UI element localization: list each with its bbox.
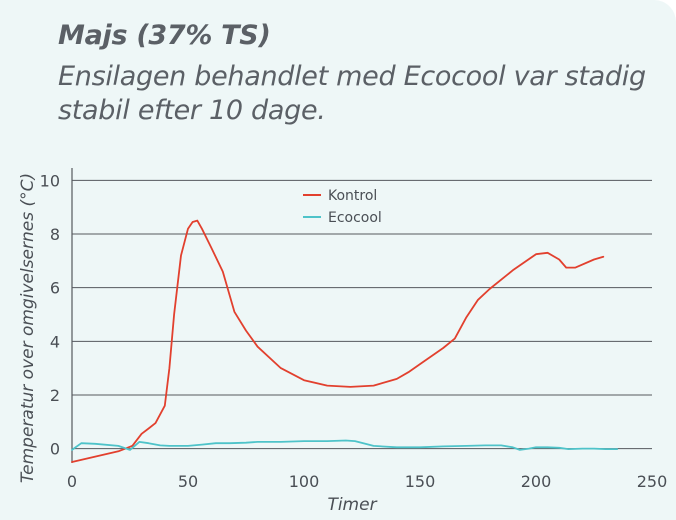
x-tick-label: 150 [405,472,436,491]
series-lines [71,219,619,463]
legend: Kontrol Ecocool [303,188,382,226]
x-axis-title: Timer [327,495,377,515]
y-tick-label: 8 [50,225,60,244]
y-tick-label: 2 [50,386,60,405]
y-tick-label: 4 [50,332,60,351]
series-line-ecocool [71,439,619,451]
x-tick-label: 0 [67,472,77,491]
x-tick-label: 50 [178,472,198,491]
y-tick-label: 10 [40,171,60,190]
chart-subtitle: Ensilagen behandlet med Ecocool var stad… [58,61,646,126]
x-tick-label: 250 [637,472,668,491]
series-line-kontrol [71,219,605,463]
y-tick-label: 0 [50,440,60,459]
legend-label-kontrol: Kontrol [328,188,377,204]
x-tick-label: 100 [289,472,320,491]
x-tick-labels: 0 50 100 150 200 250 [67,472,667,491]
y-tick-labels: 0 2 4 6 8 10 [40,171,60,458]
y-axis-title: Temperatur over omgivelsernes (°C) [18,173,38,483]
x-tick-label: 200 [521,472,552,491]
legend-label-ecocool: Ecocool [328,210,382,226]
chart-title: Majs (37% TS) [58,20,271,51]
grid [72,179,652,450]
y-tick-label: 6 [50,279,60,298]
